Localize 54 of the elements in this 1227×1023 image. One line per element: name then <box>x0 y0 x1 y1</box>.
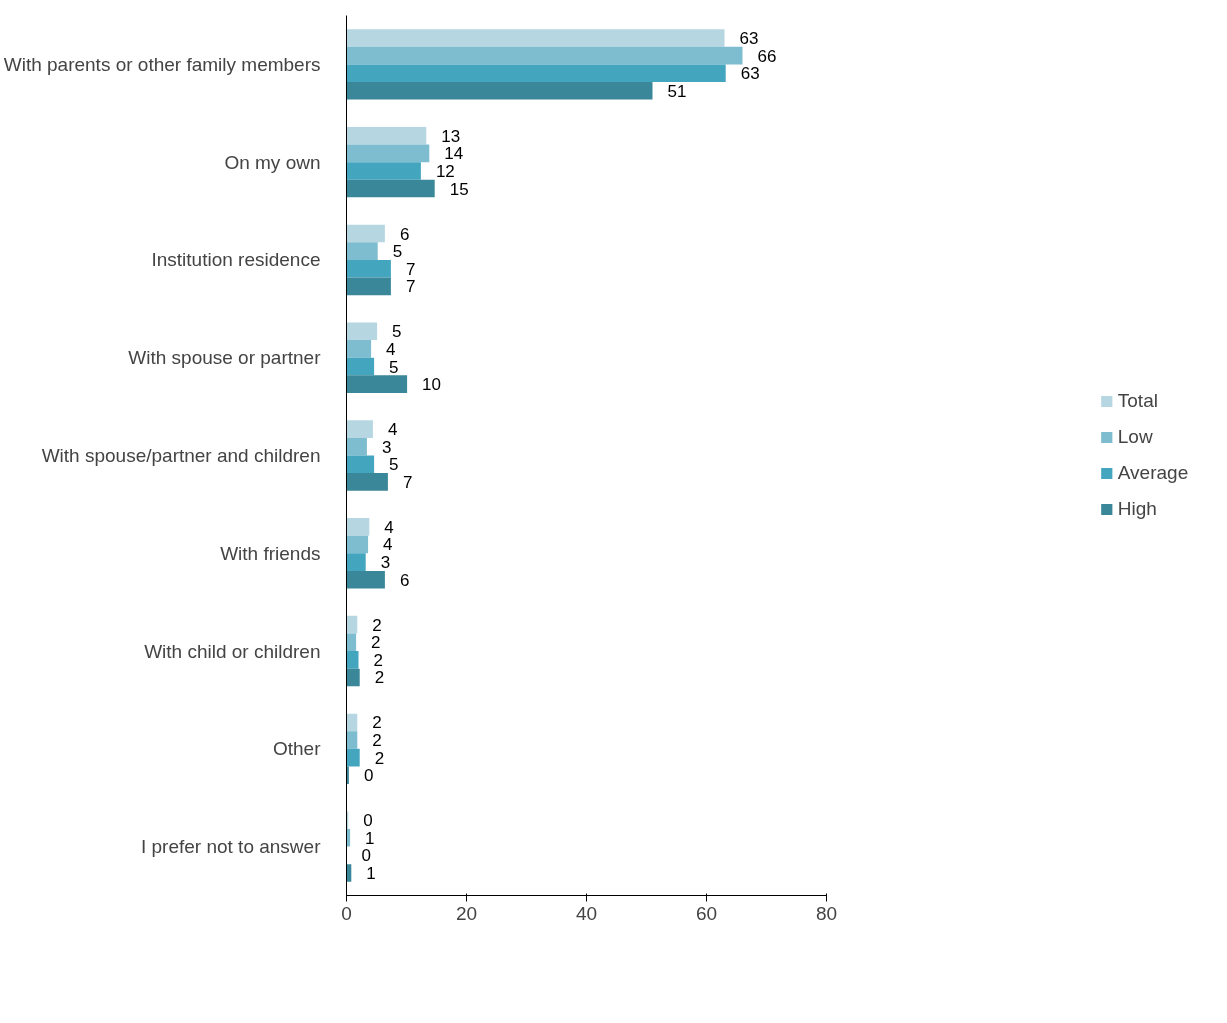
legend-label: Low <box>1117 426 1153 448</box>
y-tick-label: Institution residence <box>151 249 321 271</box>
data-label: 4 <box>384 517 394 537</box>
data-label: 0 <box>363 811 373 831</box>
x-tick-label: 80 <box>815 902 838 924</box>
data-label: 66 <box>757 46 777 66</box>
data-label: 63 <box>739 28 759 48</box>
data-label: 63 <box>740 64 760 84</box>
data-label: 1 <box>366 864 376 884</box>
data-label: 4 <box>383 535 393 555</box>
data-label: 7 <box>405 277 416 297</box>
data-label: 10 <box>422 375 442 395</box>
data-label: 6 <box>399 570 410 590</box>
data-label: 2 <box>374 668 385 688</box>
data-label: 12 <box>435 161 455 181</box>
y-tick-label: With friends <box>220 542 321 564</box>
data-label: 3 <box>380 553 391 573</box>
x-tick-label: 40 <box>575 902 598 924</box>
data-label: 4 <box>387 420 398 440</box>
data-label: 2 <box>374 748 385 768</box>
data-label: 5 <box>392 242 403 262</box>
y-tick-label: Other <box>272 738 322 760</box>
y-tick-label: With child or children <box>144 640 321 662</box>
x-tick-label: 60 <box>695 902 718 924</box>
data-label: 2 <box>372 615 382 635</box>
data-label: 51 <box>667 81 687 101</box>
data-label: 5 <box>392 322 402 342</box>
y-tick-label: With spouse/partner and children <box>41 445 321 466</box>
legend-label: Average <box>1117 462 1189 484</box>
data-label: 4 <box>386 339 396 359</box>
y-tick-label: I prefer not to answer <box>140 836 322 858</box>
data-label: 5 <box>389 357 399 377</box>
x-tick-label: 0 <box>341 902 352 924</box>
data-label: 2 <box>373 650 383 670</box>
y-tick-label: With spouse or partner <box>128 347 322 369</box>
data-label: 0 <box>363 766 374 786</box>
y-tick-label: With parents or other family members <box>3 53 321 75</box>
y-tick-label: On my own <box>224 151 321 173</box>
data-label: 13 <box>441 126 461 146</box>
legend-label: High <box>1117 498 1157 520</box>
data-label: 15 <box>449 179 469 199</box>
data-label: 2 <box>372 713 382 733</box>
data-label: 2 <box>371 633 381 653</box>
data-label: 6 <box>399 224 410 244</box>
legend-label: Total <box>1117 390 1158 412</box>
data-label: 7 <box>405 259 416 279</box>
data-label: 0 <box>361 846 371 866</box>
data-label: 14 <box>444 144 464 164</box>
data-label: 1 <box>365 828 375 848</box>
data-label: 3 <box>381 437 392 457</box>
data-label: 2 <box>372 731 382 751</box>
x-tick-label: 20 <box>455 902 478 924</box>
data-label: 7 <box>402 472 413 492</box>
data-label: 5 <box>389 455 399 475</box>
